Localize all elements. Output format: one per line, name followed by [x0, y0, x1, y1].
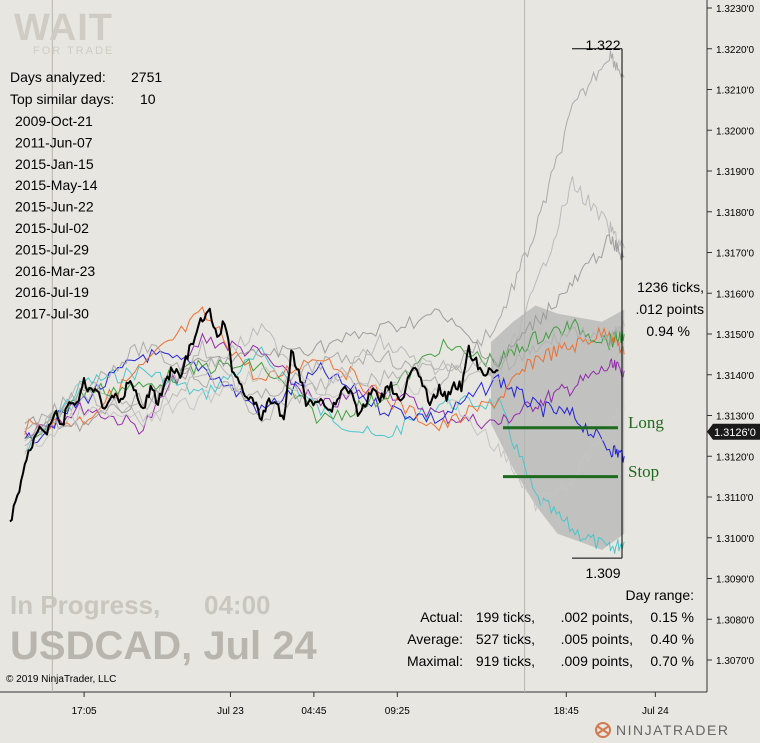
- in-progress-label: In Progress,: [10, 590, 160, 620]
- similar-day-item: 2017-Jul-30: [15, 306, 89, 322]
- price-tick-label: 1.3170'0: [716, 249, 754, 260]
- day-range-points: .009 points,: [561, 653, 633, 669]
- ninjatrader-brand: NINJATRADER: [595, 722, 729, 738]
- current-price-tag: [707, 423, 760, 440]
- logo-main-text: WAIT: [14, 7, 113, 49]
- logo-sub-text: FOR TRADE: [33, 45, 114, 57]
- wait-for-trade-logo: WAIT FOR TRADE: [14, 7, 114, 57]
- range-points-label: .012 points: [636, 301, 705, 317]
- ninjatrader-wordmark: NINJATRADER: [616, 722, 729, 738]
- price-tick-label: 1.3230'0: [716, 4, 754, 15]
- similar-day-line-2009-Oct-21: [24, 346, 625, 554]
- similarity-stats: Days analyzed: 2751 Top similar days: 10…: [10, 69, 162, 322]
- days-analyzed-label: Days analyzed:: [10, 69, 106, 85]
- similar-day-item: 2016-Jul-19: [15, 284, 89, 300]
- price-tick-label: 1.3090'0: [716, 575, 754, 586]
- current-price-label: 1.3126'0: [714, 427, 756, 439]
- similar-day-item: 2015-Jul-02: [15, 220, 89, 236]
- price-axis: 1.3070'0 1.3080'0 1.3090'0 1.3100'0 1.3110'0…: [707, 4, 754, 667]
- price-tick-label: 1.3210'0: [716, 86, 754, 97]
- day-range-ticks: 199 ticks,: [476, 609, 535, 625]
- stop-level-label: Stop: [628, 462, 659, 481]
- similar-day-series: [24, 50, 625, 554]
- price-tick-label: 1.3100'0: [716, 534, 754, 545]
- similar-day-line-2011-Jun-07: [24, 332, 625, 439]
- price-tick-label: 1.3140'0: [716, 371, 754, 382]
- day-range-pct: 0.15 %: [650, 609, 694, 625]
- similar-day-item: 2015-May-14: [15, 177, 98, 193]
- similar-days-list: 2009-Oct-21 2011-Jun-07 2015-Jan-15 2015-Ma…: [15, 113, 98, 322]
- price-tick-label: 1.3150'0: [716, 330, 754, 341]
- time-tick-label: 04:45: [301, 706, 326, 717]
- time-tick-label: Jul 23: [217, 706, 244, 717]
- days-analyzed-value: 2751: [131, 69, 162, 85]
- actual-price-series: [9, 307, 499, 523]
- similar-day-item: 2011-Jun-07: [15, 134, 93, 150]
- range-pct-label: 0.94 %: [646, 323, 690, 339]
- day-range-label: Average:: [407, 631, 463, 647]
- similar-day-item: 2015-Jun-22: [15, 199, 94, 215]
- projection-range-bracket: 1.322 1.309 1236 ticks, .012 points 0.94…: [572, 37, 704, 581]
- time-tick-label: 17:05: [72, 706, 97, 717]
- day-range-title: Day range:: [626, 587, 694, 603]
- price-tick-label: 1.3160'0: [716, 289, 754, 300]
- range-ticks-label: 1236 ticks,: [637, 279, 704, 295]
- day-range-ticks: 527 ticks,: [476, 631, 535, 647]
- day-range-points: .002 points,: [561, 609, 633, 625]
- time-axis: 17:05 Jul 23 04:45 09:25 18:45 Jul 24: [72, 692, 669, 717]
- price-tick-label: 1.3120'0: [716, 452, 754, 463]
- range-high-label: 1.322: [585, 37, 620, 53]
- time-tick-label: 18:45: [554, 706, 579, 717]
- price-tick-label: 1.3200'0: [716, 126, 754, 137]
- price-tick-label: 1.3110'0: [716, 493, 754, 504]
- day-range-ticks: 919 ticks,: [476, 653, 535, 669]
- similar-day-item: 2015-Jul-29: [15, 241, 89, 257]
- time-tick-label: 09:25: [385, 706, 410, 717]
- day-range-points: .005 points,: [561, 631, 633, 647]
- similar-day-line-2015-Jan-15: [24, 348, 625, 463]
- ninjatrader-logo-icon: [595, 722, 611, 738]
- range-low-label: 1.309: [585, 565, 620, 581]
- similar-day-item: 2015-Jan-15: [15, 156, 94, 172]
- time-tick-label: Jul 24: [642, 706, 669, 717]
- top-similar-value: 10: [140, 91, 156, 107]
- session-status: In Progress, 04:00 USDCAD, Jul 24: [10, 590, 317, 668]
- long-level-label: Long: [628, 413, 664, 432]
- similar-day-item: 2009-Oct-21: [15, 113, 93, 129]
- day-range-label: Maximal:: [407, 653, 463, 669]
- price-tick-label: 1.3190'0: [716, 167, 754, 178]
- top-similar-label: Top similar days:: [10, 91, 114, 107]
- price-tick-label: 1.3070'0: [716, 656, 754, 667]
- price-tick-label: 1.3220'0: [716, 45, 754, 56]
- copyright-text: © 2019 NinjaTrader, LLC: [6, 674, 116, 685]
- day-range-label: Actual:: [420, 609, 463, 625]
- price-tick-label: 1.3080'0: [716, 615, 754, 626]
- day-range-pct: 0.70 %: [650, 653, 694, 669]
- similar-day-line-2016-Jul-19: [24, 366, 625, 512]
- similar-day-line-2015-Jul-29: [24, 176, 625, 442]
- day-range-rows: Actual: 199 ticks, .002 points, 0.15 % Avera…: [407, 609, 694, 669]
- similar-day-line-2015-Jul-02: [24, 50, 625, 430]
- price-tick-label: 1.3180'0: [716, 208, 754, 219]
- symbol-date-title: USDCAD, Jul 24: [10, 624, 317, 668]
- similar-day-item: 2016-Mar-23: [15, 263, 95, 279]
- day-range-pct: 0.40 %: [650, 631, 694, 647]
- price-tick-label: 1.3130'0: [716, 412, 754, 423]
- current-price-marker: 1.3126'0: [707, 423, 760, 440]
- in-progress-time: 04:00: [204, 590, 271, 620]
- day-range-table: Day range: Actual: 199 ticks, .002 points,…: [407, 587, 694, 669]
